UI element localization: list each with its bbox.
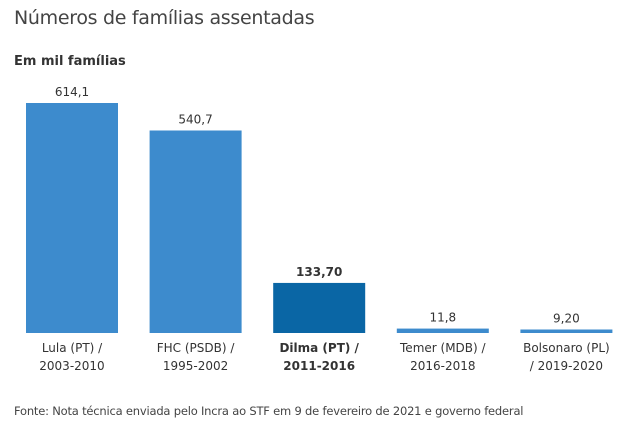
category-label: 2011-2016 (283, 359, 355, 373)
category-label: Temer (MDB) / (399, 341, 486, 355)
bar-chart: 614,1 Lula (PT) / 2003-2010 540,7 FHC (PSDB)… (26, 85, 613, 373)
category-label: / 2019-2020 (530, 359, 603, 373)
chart-subtitle: Em mil famílias (14, 54, 126, 69)
source-note: Fonte: Nota técnica enviada pelo Incra a… (14, 404, 524, 418)
bar (396, 328, 489, 333)
data-label: 9,20 (553, 312, 580, 326)
category-label: 2016-2018 (410, 359, 475, 373)
category-label: 1995-2002 (163, 359, 228, 373)
category-label: Bolsonaro (PL) (523, 341, 610, 355)
data-label: 614,1 (55, 85, 89, 99)
data-label: 11,8 (429, 311, 456, 325)
category-label: 2003-2010 (39, 359, 104, 373)
bar (26, 103, 118, 333)
bar (520, 329, 613, 333)
bar (273, 282, 366, 333)
category-label: Dilma (PT) / (279, 341, 359, 355)
data-label: 540,7 (178, 112, 212, 126)
category-label: Lula (PT) / (42, 341, 103, 355)
bar (149, 130, 242, 333)
chart-title: Números de famílias assentadas (14, 7, 315, 29)
data-label: 133,70 (296, 265, 342, 279)
category-label: FHC (PSDB) / (157, 341, 236, 355)
